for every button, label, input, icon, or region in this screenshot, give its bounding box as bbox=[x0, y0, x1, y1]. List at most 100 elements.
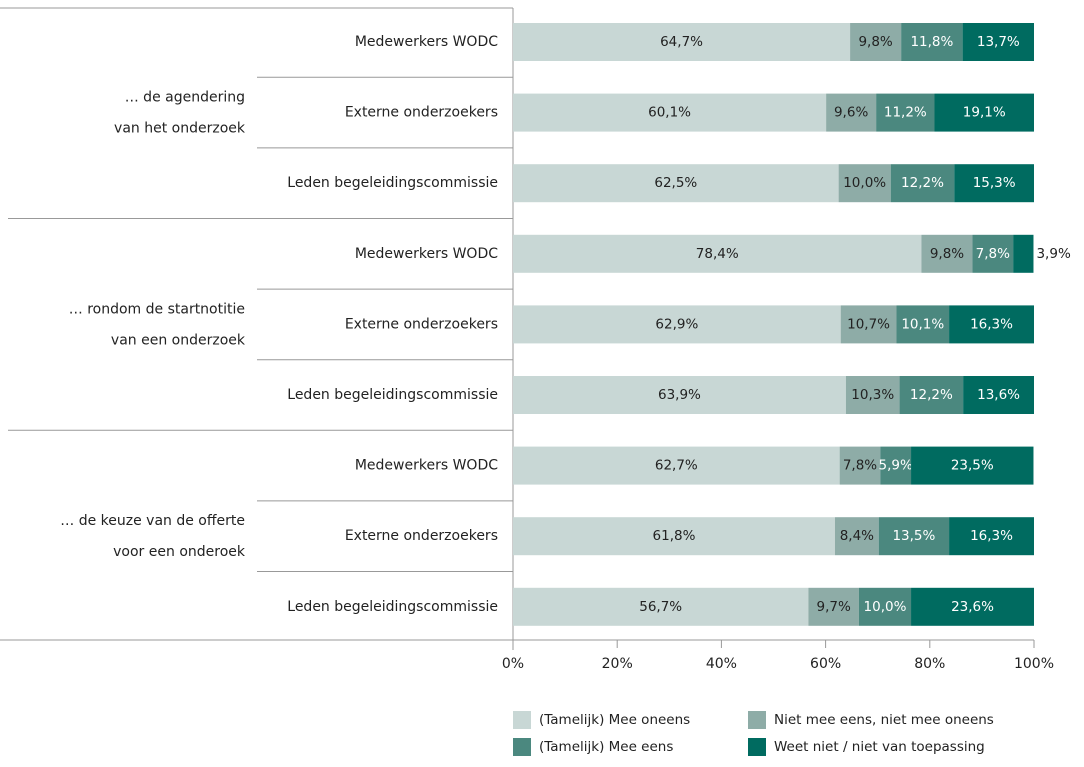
bar-segment bbox=[934, 93, 1034, 132]
group-label: van een onderzoek bbox=[111, 332, 246, 348]
bar-segment bbox=[513, 23, 851, 61]
value-label: 9,8% bbox=[858, 34, 892, 50]
value-label: 10,0% bbox=[843, 175, 886, 191]
value-label: 62,7% bbox=[655, 458, 698, 474]
value-label: 64,7% bbox=[660, 34, 703, 50]
bar-segment bbox=[838, 164, 891, 203]
bar-segment bbox=[513, 234, 922, 273]
bar-segment bbox=[513, 305, 841, 344]
value-label: 19,1% bbox=[963, 105, 1006, 121]
group-label: voor een onderoek bbox=[113, 544, 246, 560]
bar-segment bbox=[963, 376, 1034, 414]
bar-segment bbox=[878, 517, 950, 556]
value-label: 5,9% bbox=[879, 458, 913, 474]
value-label: 61,8% bbox=[653, 528, 696, 544]
value-label: 62,9% bbox=[655, 316, 698, 332]
bar-segment bbox=[834, 517, 879, 556]
bar-segment bbox=[850, 23, 902, 61]
bar-segment bbox=[880, 446, 912, 485]
value-label: 23,6% bbox=[951, 599, 994, 615]
bar-segment bbox=[839, 446, 881, 485]
value-label: 16,3% bbox=[970, 316, 1013, 332]
group-label: … de agendering bbox=[125, 90, 245, 106]
value-label: 7,8% bbox=[843, 458, 877, 474]
bar-segment bbox=[1013, 234, 1034, 273]
bar-segment bbox=[890, 164, 955, 203]
bar-segment bbox=[876, 93, 935, 132]
value-label: 8,4% bbox=[840, 528, 874, 544]
value-label: 23,5% bbox=[951, 458, 994, 474]
category-label: Medewerkers WODC bbox=[355, 458, 498, 474]
bar-segment bbox=[954, 164, 1034, 203]
group-label: … de keuze van de offerte bbox=[60, 513, 245, 529]
bar-segment bbox=[899, 376, 964, 414]
x-tick-label: 40% bbox=[706, 656, 737, 672]
bar-segment bbox=[949, 305, 1034, 344]
group-label: … rondom de startnotitie bbox=[69, 301, 245, 317]
bar-segment bbox=[858, 587, 912, 626]
value-label: 62,5% bbox=[654, 175, 697, 191]
bar-segment bbox=[911, 587, 1034, 626]
value-label: 13,6% bbox=[977, 387, 1020, 403]
bar-segment bbox=[921, 234, 973, 273]
bar-segment bbox=[949, 517, 1034, 556]
bar-segment bbox=[962, 23, 1034, 61]
value-label: 56,7% bbox=[639, 599, 682, 615]
value-label: 63,9% bbox=[658, 387, 701, 403]
bar-segment bbox=[808, 587, 859, 626]
legend-swatch bbox=[513, 738, 531, 756]
category-label: Leden begeleidingscommissie bbox=[287, 599, 498, 615]
legend-swatch bbox=[748, 711, 766, 729]
value-label: 10,3% bbox=[851, 387, 894, 403]
value-label: 78,4% bbox=[696, 246, 739, 262]
value-label: 13,7% bbox=[977, 34, 1020, 50]
x-tick-label: 0% bbox=[502, 656, 524, 672]
value-label: 10,1% bbox=[901, 316, 944, 332]
value-label: 16,3% bbox=[970, 528, 1013, 544]
bar-segment bbox=[513, 164, 839, 203]
category-label: Leden begeleidingscommissie bbox=[287, 387, 498, 403]
value-label: 11,8% bbox=[910, 34, 953, 50]
bar-segment bbox=[845, 376, 900, 414]
bar-segment bbox=[901, 23, 963, 61]
category-label: Externe onderzoekers bbox=[345, 105, 498, 121]
category-label: Medewerkers WODC bbox=[355, 246, 498, 262]
value-label: 11,2% bbox=[884, 105, 927, 121]
group-label: van het onderzoek bbox=[114, 121, 246, 137]
legend-label: (Tamelijk) Mee oneens bbox=[539, 712, 690, 728]
bar-segment bbox=[840, 305, 897, 344]
category-label: Leden begeleidingscommissie bbox=[287, 175, 498, 191]
legend-swatch bbox=[513, 711, 531, 729]
value-label: 13,5% bbox=[892, 528, 935, 544]
bar-segment bbox=[513, 587, 809, 626]
bar-segment bbox=[826, 93, 877, 132]
value-label: 7,8% bbox=[976, 246, 1010, 262]
category-label: Medewerkers WODC bbox=[355, 34, 498, 50]
category-label: Externe onderzoekers bbox=[345, 528, 498, 544]
legend-label: Niet mee eens, niet mee oneens bbox=[774, 712, 994, 728]
category-label: Externe onderzoekers bbox=[345, 316, 498, 332]
bar-segment bbox=[513, 446, 840, 485]
value-label: 12,2% bbox=[901, 175, 944, 191]
bar-segment bbox=[513, 376, 846, 414]
legend-label: (Tamelijk) Mee eens bbox=[539, 739, 673, 755]
value-label: 9,8% bbox=[930, 246, 964, 262]
bar-segment bbox=[513, 517, 835, 556]
x-tick-label: 100% bbox=[1014, 656, 1054, 672]
bar-segment bbox=[896, 305, 950, 344]
value-label: 10,0% bbox=[864, 599, 907, 615]
value-label: 60,1% bbox=[648, 105, 691, 121]
x-tick-label: 20% bbox=[602, 656, 633, 672]
value-label: 12,2% bbox=[910, 387, 953, 403]
legend-swatch bbox=[748, 738, 766, 756]
value-label: 9,6% bbox=[834, 105, 868, 121]
value-label: 10,7% bbox=[847, 316, 890, 332]
bar-segment bbox=[513, 93, 827, 132]
value-label: 15,3% bbox=[973, 175, 1016, 191]
value-label: 9,7% bbox=[817, 599, 851, 615]
legend-label: Weet niet / niet van toepassing bbox=[774, 739, 985, 755]
x-tick-label: 60% bbox=[810, 656, 841, 672]
value-label: 3,9% bbox=[1036, 246, 1070, 262]
bar-segment bbox=[972, 234, 1014, 273]
